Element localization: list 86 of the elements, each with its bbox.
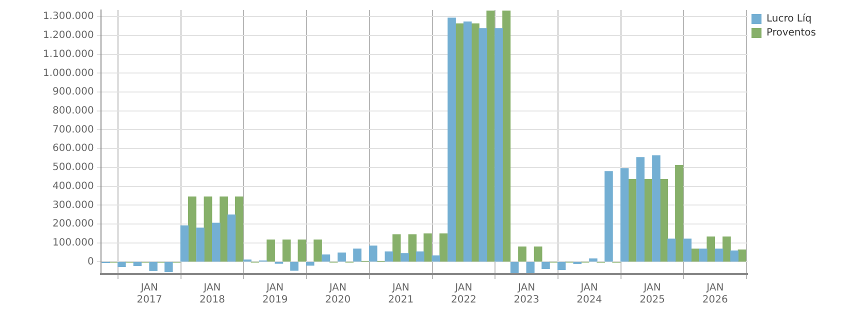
y-tick-label: 1.300.000 xyxy=(42,11,94,22)
legend-label: Lucro Líq xyxy=(766,14,812,25)
bar xyxy=(118,262,126,267)
bar xyxy=(628,179,636,262)
bar xyxy=(510,262,519,274)
bar xyxy=(432,255,440,262)
bar xyxy=(384,251,394,262)
bar xyxy=(714,248,724,262)
bar xyxy=(227,214,236,262)
x-tick-label: JAN 2021 xyxy=(388,282,414,306)
bar xyxy=(526,262,535,274)
bar xyxy=(149,262,158,271)
bar xyxy=(518,246,526,262)
y-tick-label: 500.000 xyxy=(52,162,94,174)
x-tick-label: JAN 2018 xyxy=(200,282,225,306)
bar xyxy=(424,233,432,262)
bar xyxy=(212,222,220,262)
bar xyxy=(557,262,566,270)
bar xyxy=(636,157,645,262)
bar xyxy=(652,155,660,262)
x-tick-label: JAN 2023 xyxy=(514,282,540,306)
y-tick-label: 800.000 xyxy=(52,105,94,116)
y-tick-label: 1.000.000 xyxy=(42,68,94,79)
bar xyxy=(738,250,746,262)
bar xyxy=(463,22,472,262)
bar xyxy=(455,23,464,262)
bar xyxy=(266,240,275,262)
bar xyxy=(298,240,306,262)
y-tick-label: 600.000 xyxy=(52,143,94,154)
x-tick-label: JAN 2026 xyxy=(702,282,728,306)
bar xyxy=(706,236,716,262)
bar xyxy=(502,10,511,262)
bar xyxy=(322,254,330,262)
bar xyxy=(234,196,244,262)
bar xyxy=(675,165,684,262)
bar xyxy=(220,196,228,262)
bar xyxy=(400,253,409,262)
x-tick-label: JAN 2024 xyxy=(576,282,602,306)
y-tick-label: 400.000 xyxy=(52,180,94,192)
x-tick-label: JAN 2017 xyxy=(136,282,162,306)
bar xyxy=(589,258,598,262)
x-tick-label: JAN 2022 xyxy=(450,282,476,306)
bar xyxy=(338,252,346,262)
bar xyxy=(164,262,173,272)
bar xyxy=(690,248,700,262)
bar xyxy=(416,251,424,262)
bar xyxy=(644,179,652,262)
bar xyxy=(722,236,731,262)
bar xyxy=(392,234,401,262)
bar xyxy=(604,171,613,262)
bar xyxy=(667,238,676,262)
x-tick-label: JAN 2019 xyxy=(262,282,288,306)
y-tick-label: 300.000 xyxy=(52,200,94,211)
y-tick-label: 700.000 xyxy=(52,124,94,136)
bar xyxy=(196,228,204,262)
bar xyxy=(282,240,291,262)
bar xyxy=(683,238,692,262)
bar xyxy=(188,196,196,262)
bar xyxy=(620,168,629,262)
y-tick-label: 900.000 xyxy=(52,86,94,98)
x-tick-label: JAN 2020 xyxy=(325,282,351,306)
bar xyxy=(478,28,488,262)
bar xyxy=(180,225,189,262)
bar xyxy=(439,233,448,262)
bar xyxy=(542,262,550,270)
legend-label: Proventos xyxy=(766,28,816,39)
bar xyxy=(494,28,503,262)
bar xyxy=(534,246,542,262)
bar xyxy=(133,262,142,266)
bar xyxy=(306,262,314,266)
bar xyxy=(408,234,417,262)
bar xyxy=(730,250,739,262)
bar xyxy=(448,18,456,262)
bar xyxy=(353,248,362,262)
bar xyxy=(290,262,298,271)
bar xyxy=(204,196,212,262)
bar xyxy=(699,248,708,262)
bar xyxy=(486,10,495,262)
y-tick-label: 0 xyxy=(88,256,94,268)
x-tick-label: JAN 2025 xyxy=(640,282,666,306)
y-tick-label: 1.100.000 xyxy=(42,48,94,60)
y-tick-label: 1.200.000 xyxy=(42,30,94,42)
y-tick-label: 100.000 xyxy=(52,237,94,248)
bar xyxy=(368,246,378,262)
y-tick-label: 200.000 xyxy=(52,218,94,230)
bar xyxy=(314,240,322,262)
